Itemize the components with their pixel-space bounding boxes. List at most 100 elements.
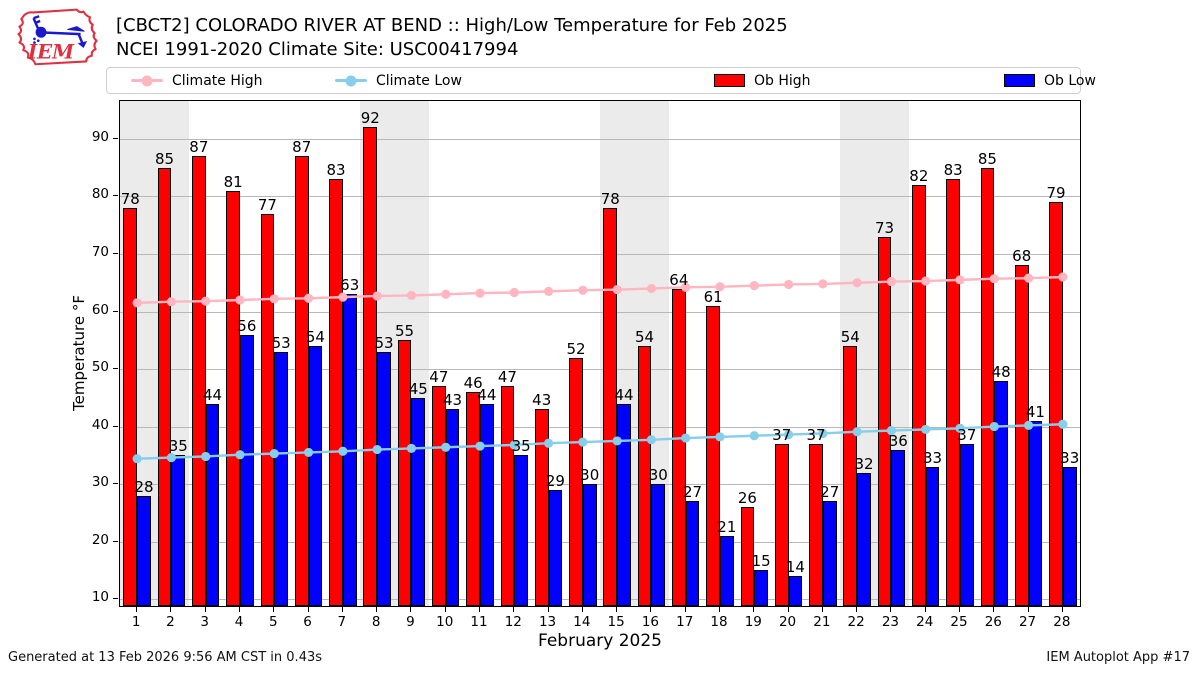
- x-axis-tick-label: 21: [813, 614, 831, 630]
- ob-high-value-label: 73: [875, 218, 895, 237]
- climate-low-marker: [715, 432, 725, 442]
- climate-high-marker: [406, 290, 417, 301]
- y-axis-tick: [113, 368, 118, 370]
- plot-area: 78 85 87 81 77 87 83 92 55 47 46 47 43 52 78 54 64 61 26 37…: [119, 100, 1081, 607]
- y-axis-tick: [113, 540, 118, 542]
- ob-low-bar: [960, 443, 974, 606]
- title-block: [CBCT2] COLORADO RIVER AT BEND :: High/L…: [116, 14, 788, 62]
- ob-low-bar: [617, 403, 631, 606]
- ob-high-bar: [260, 213, 275, 606]
- climate-high-marker: [543, 286, 554, 296]
- ob-high-value-label: 47: [429, 368, 449, 387]
- climate-high-marker: [235, 295, 245, 305]
- ob-low-value-label: 21: [717, 517, 737, 536]
- legend-label: Climate Low: [376, 72, 462, 89]
- ob-high-value-label: 81: [223, 172, 243, 191]
- climate-low-marker: [166, 453, 177, 463]
- climate-low-marker: [749, 431, 759, 441]
- ob-low-bar: [651, 484, 666, 606]
- climate-low-marker: [955, 423, 965, 433]
- climate-low-marker: [921, 424, 931, 435]
- ob-high-value-label: 37: [772, 425, 792, 444]
- ob-low-bar: [582, 484, 597, 606]
- ob-low-bar: [1028, 420, 1043, 606]
- y-gridline: [120, 253, 1080, 255]
- ob-high-bar: [672, 288, 686, 606]
- x-axis-tick-label: 2: [166, 614, 175, 630]
- app-credit-text: IEM Autoplot App #17: [1046, 650, 1190, 665]
- x-axis-tick-label: 14: [573, 614, 591, 630]
- ob-high-bar: [397, 340, 412, 606]
- climate-low-marker: [818, 428, 828, 439]
- climate-high-marker: [955, 275, 965, 285]
- ob-high-value-label: 87: [189, 138, 209, 157]
- ob-low-bar: [685, 501, 700, 606]
- ob-low-value-label: 53: [374, 333, 394, 352]
- x-axis-tick: [581, 607, 583, 612]
- legend-label: Climate High: [172, 72, 263, 89]
- x-axis-tick: [856, 607, 858, 612]
- x-axis-tick-label: 4: [234, 614, 244, 630]
- x-axis-tick: [719, 607, 720, 612]
- ob-high-bar: [534, 409, 549, 606]
- ob-low-bar: [514, 455, 528, 606]
- ob-high-value-label: 54: [840, 328, 860, 347]
- legend-item-climate-low: Climate Low: [335, 68, 462, 93]
- climate-low-marker: [303, 447, 314, 458]
- x-axis-tick-label: 11: [470, 614, 488, 630]
- x-axis-tick: [444, 607, 446, 612]
- ob-high-bar: [432, 386, 446, 606]
- climate-high-marker: [578, 285, 588, 295]
- climate-high-marker: [338, 292, 348, 302]
- x-axis-tick-label: 28: [1053, 614, 1071, 630]
- y-gridline: [120, 138, 1080, 140]
- y-axis-tick-label: 30: [91, 474, 109, 491]
- x-axis-tick-label: 12: [504, 614, 522, 630]
- ob-high-bar: [774, 443, 789, 606]
- x-axis-tick-label: 16: [641, 614, 660, 630]
- x-axis-tick-label: 22: [847, 614, 865, 630]
- y-gridline: [120, 541, 1080, 543]
- x-axis-tick: [410, 607, 412, 612]
- legend-item-ob-high: Ob High: [714, 68, 811, 93]
- x-axis-tick: [341, 607, 343, 612]
- x-axis-tick: [204, 607, 206, 612]
- legend-patch-icon: [714, 74, 745, 87]
- x-axis-tick: [1027, 607, 1029, 612]
- ob-high-bar: [809, 443, 823, 606]
- x-axis-tick: [479, 607, 480, 612]
- y-axis-tick-label: 80: [91, 186, 109, 203]
- climate-low-marker: [509, 440, 519, 450]
- ob-low-value-label: 56: [237, 316, 257, 335]
- ob-low-value-label: 41: [1025, 402, 1045, 421]
- legend-item-ob-low: Ob Low: [1004, 68, 1096, 93]
- climate-low-marker: [1023, 420, 1034, 430]
- x-axis-tick-label: 9: [406, 614, 415, 630]
- x-axis-tick: [307, 607, 309, 612]
- x-axis-tick: [239, 607, 240, 612]
- climate-low-marker: [235, 450, 245, 460]
- ob-high-value-label: 85: [977, 149, 997, 168]
- y-axis-tick: [113, 483, 118, 485]
- climate-low-marker: [406, 443, 417, 454]
- ob-low-bar: [720, 535, 734, 606]
- ob-low-value-label: 35: [511, 437, 531, 456]
- x-axis-tick: [787, 607, 789, 612]
- y-axis-tick-label: 10: [91, 589, 109, 606]
- y-gridline: [120, 369, 1080, 371]
- x-axis-tick: [821, 607, 823, 612]
- climate-low-marker: [612, 436, 622, 446]
- y-axis-tick: [113, 598, 118, 600]
- chart-subtitle: NCEI 1991-2020 Climate Site: USC00417994: [116, 39, 519, 60]
- climate-high-marker: [886, 277, 897, 287]
- ob-low-value-label: 33: [1060, 448, 1080, 467]
- y-gridline: [120, 196, 1080, 198]
- x-axis-label: February 2025: [538, 631, 662, 651]
- climate-low-marker: [783, 429, 794, 440]
- ob-low-bar: [308, 346, 323, 606]
- climate-low-marker: [543, 438, 554, 448]
- ob-low-value-label: 32: [854, 454, 874, 473]
- x-axis-tick: [890, 607, 892, 612]
- ob-high-value-label: 26: [737, 489, 757, 508]
- generated-at-text: Generated at 13 Feb 2026 9:56 AM CST in …: [8, 650, 323, 665]
